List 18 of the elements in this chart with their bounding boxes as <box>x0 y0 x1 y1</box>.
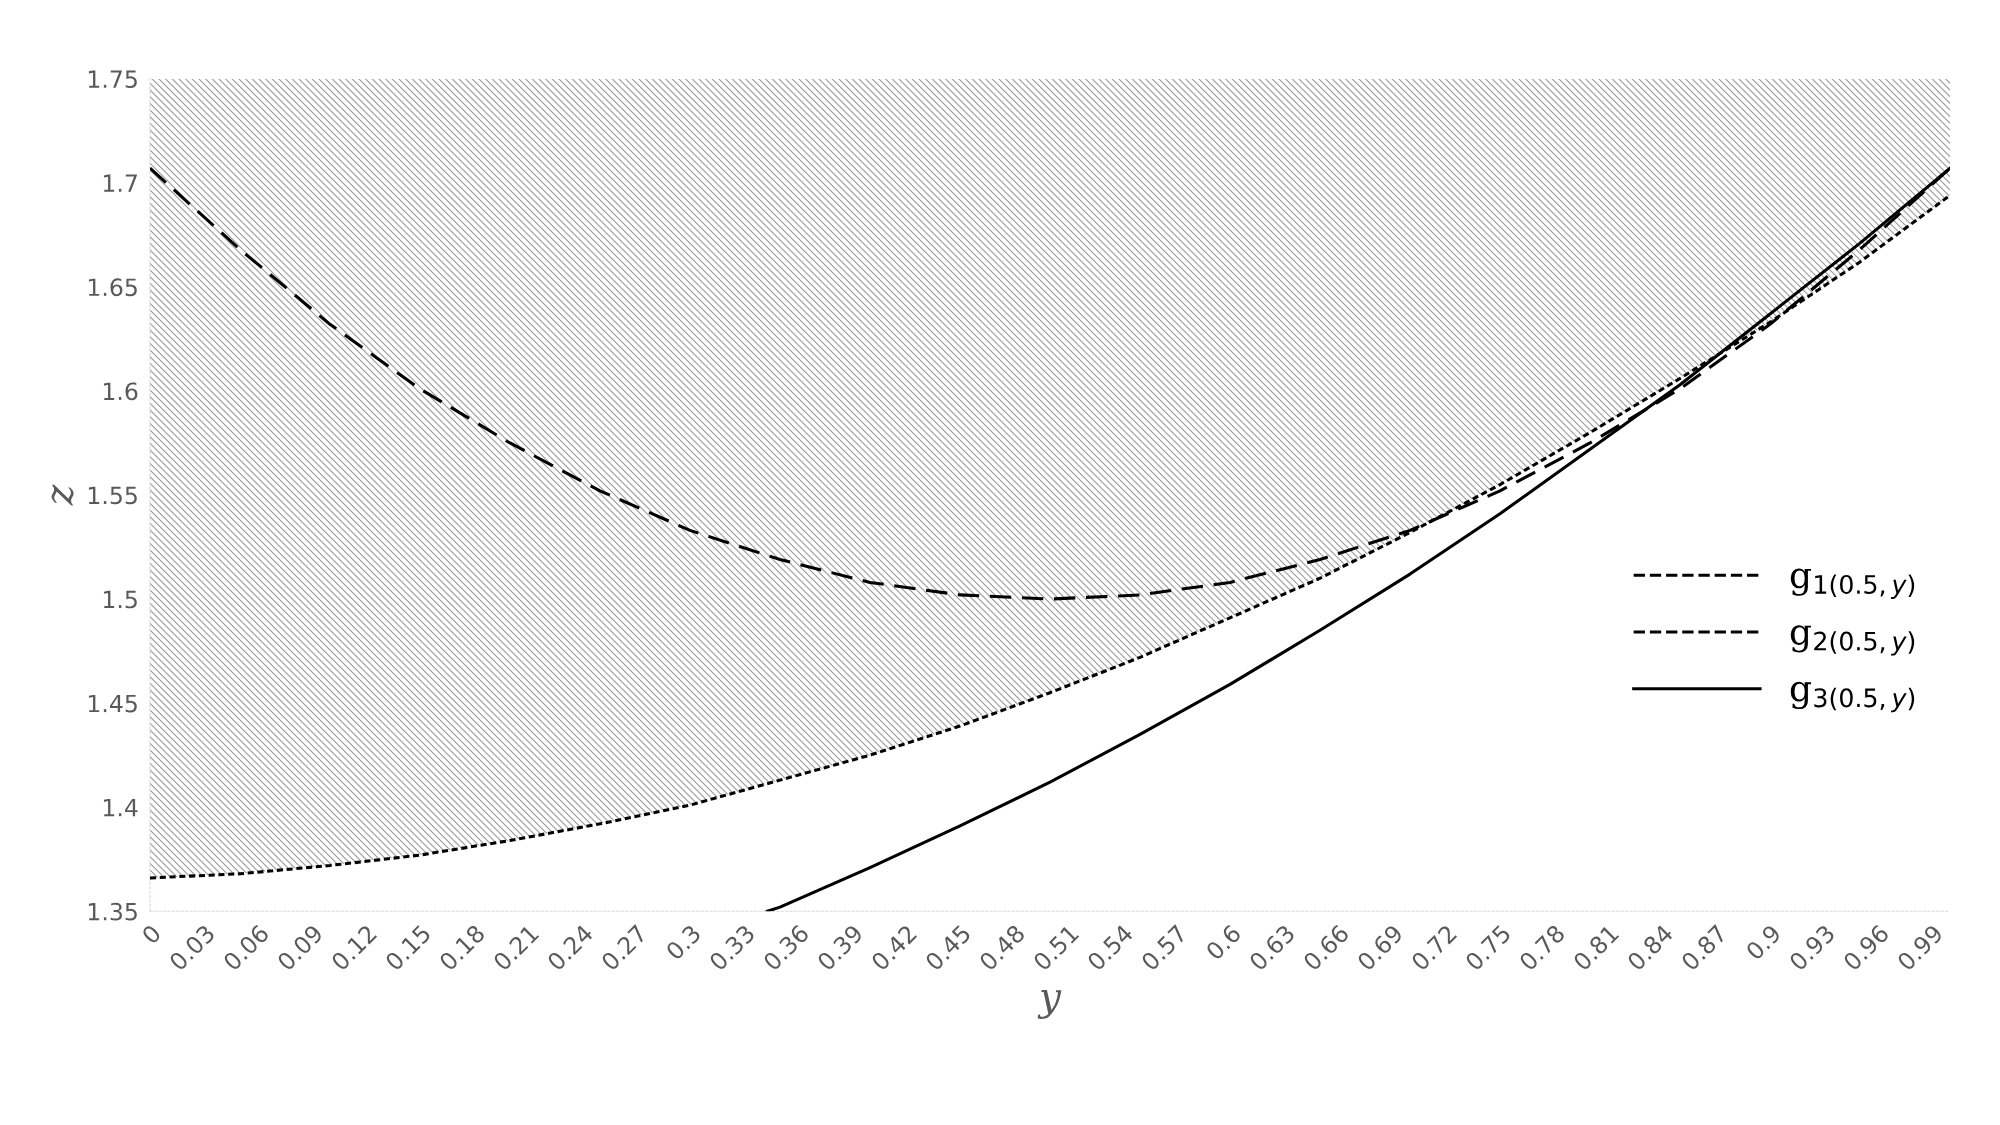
x-tick-label: 0.3 <box>664 923 702 961</box>
y-tick-label: 1.45 <box>88 694 137 713</box>
y-axis-title: z <box>51 484 74 506</box>
y-tick-label: 1.7 <box>103 174 137 192</box>
y-tick-label: 1.5 <box>103 590 137 609</box>
y-tick-label: 1.75 <box>88 70 137 89</box>
x-tick-label: 0.9 <box>1744 923 1782 961</box>
y-tick-label: 1.6 <box>103 382 138 401</box>
legend-label: g$_{3(0.5,y)}$ <box>1790 681 1915 713</box>
legend-label: g$_{1(0.5,y)}$ <box>1790 568 1915 599</box>
y-tick-label: 1.55 <box>88 486 137 505</box>
x-tick-label: 0.6 <box>1204 923 1242 961</box>
x-axis-title: y <box>1037 990 1062 1019</box>
legend-label: g$_{2(0.5,y)}$ <box>1790 625 1915 656</box>
y-tick-label: 1.35 <box>88 902 137 921</box>
y-tick-label: 1.65 <box>88 278 137 297</box>
x-tick-label: 0 <box>140 923 162 945</box>
y-tick-label: 1.4 <box>103 798 138 817</box>
